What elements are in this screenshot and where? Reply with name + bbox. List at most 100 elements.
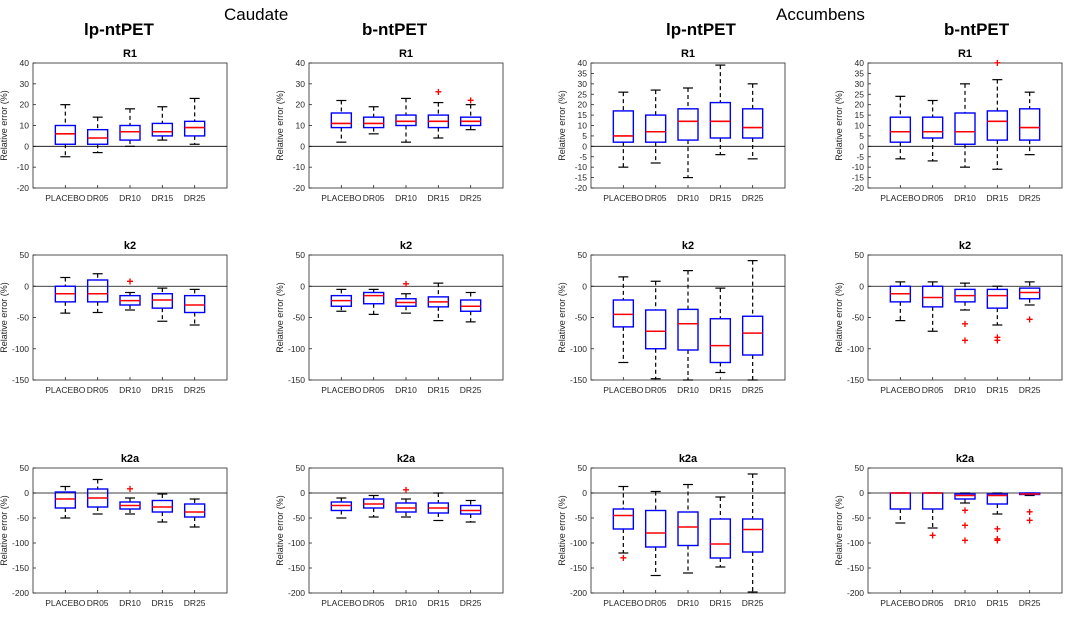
p2-xtick-label-2: DR10 — [677, 193, 699, 203]
p11-outlier-2-0: + — [961, 504, 968, 518]
p1-ytick-label-1: -10 — [293, 162, 306, 172]
p10-box-1 — [644, 509, 667, 548]
p9-xtick-label-1: DR05 — [363, 598, 385, 608]
p4-box-4 — [183, 294, 206, 314]
p0-ytick-label-1: -10 — [17, 162, 30, 172]
p8-xtick-label-1: DR05 — [87, 598, 109, 608]
p11-outlier-2-1: + — [961, 519, 968, 533]
p2-box-4 — [741, 108, 764, 139]
p2-ytick-label-4: 0 — [582, 141, 587, 151]
p11-xtick-label-3: DR15 — [986, 598, 1008, 608]
p2-xtick-label-0: PLACEBO — [603, 193, 644, 203]
p0-box-0 — [54, 124, 77, 145]
p4-xtick-label-2: DR10 — [119, 385, 141, 395]
p3-ytick-label-6: 10 — [855, 121, 865, 131]
p3-box-1 — [921, 116, 944, 139]
p1-xtick-label-4: DR25 — [460, 193, 482, 203]
p5-ytick-label-3: 0 — [300, 281, 305, 291]
p6-ytick-label-2: -50 — [575, 313, 588, 323]
p2-ytick-label-10: 30 — [578, 79, 588, 89]
p11-ytick-label-5: 50 — [855, 463, 865, 473]
p1-ylabel: Relative error (%) — [275, 90, 285, 161]
p1-xtick-label-1: DR05 — [363, 193, 385, 203]
p3-outlier-3-0: + — [994, 56, 1001, 70]
p3-xtick-label-4: DR25 — [1019, 193, 1041, 203]
p5-xtick-label-0: PLACEBO — [321, 385, 362, 395]
p11-ytick-label-0: -200 — [847, 588, 864, 598]
p5-ylabel: Relative error (%) — [275, 282, 285, 353]
p2-ytick-label-3: -5 — [579, 152, 587, 162]
p11-ytick-label-4: 0 — [859, 488, 864, 498]
column-title-caudate-b: b-ntPET — [362, 20, 428, 39]
p4-ytick-label-1: -100 — [12, 344, 29, 354]
p7-ytick-label-2: -50 — [852, 313, 865, 323]
p2-ytick-label-12: 40 — [578, 58, 588, 68]
p2-ytick-label-9: 25 — [578, 89, 588, 99]
p11-xtick-label-1: DR05 — [922, 598, 944, 608]
p10-box-4 — [741, 518, 764, 553]
p11-xtick-label-2: DR10 — [954, 598, 976, 608]
p6-box-1 — [644, 309, 667, 350]
p1-ytick-label-2: 0 — [300, 141, 305, 151]
p2-ytick-label-7: 15 — [578, 110, 588, 120]
p3-box-0 — [889, 116, 912, 143]
p0-box-4 — [183, 120, 206, 137]
p8-outlier-2-0: + — [126, 482, 133, 496]
p3-ytick-label-3: -5 — [856, 152, 864, 162]
p1-ytick-label-6: 40 — [296, 58, 306, 68]
p3-ytick-label-10: 30 — [855, 79, 865, 89]
p4-xtick-label-0: PLACEBO — [45, 385, 86, 395]
p0-xtick-label-4: DR25 — [184, 193, 206, 203]
p7-xtick-label-2: DR10 — [954, 385, 976, 395]
p0-ylabel: Relative error (%) — [0, 90, 9, 161]
p1-outlier-4-0: + — [467, 94, 474, 108]
p8-ytick-label-2: -100 — [12, 538, 29, 548]
p0-ytick-label-6: 40 — [20, 58, 30, 68]
p2-ytick-label-1: -15 — [575, 173, 588, 183]
p7-outlier-2-0: + — [961, 317, 968, 331]
p8-ytick-label-3: -50 — [17, 513, 30, 523]
p7-ytick-label-0: -150 — [847, 375, 864, 385]
p5-plot-title: k2 — [400, 240, 412, 252]
p6-plot-title: k2 — [682, 240, 694, 252]
p7-outlier-3-0: + — [994, 331, 1001, 345]
p6-box-2 — [677, 308, 699, 351]
p9-ytick-label-3: -50 — [293, 513, 306, 523]
p9-xtick-label-0: PLACEBO — [321, 598, 362, 608]
p2-ytick-label-5: 5 — [582, 131, 587, 141]
p10-ytick-label-2: -100 — [570, 538, 587, 548]
p3-axes-frame — [867, 62, 1063, 189]
column-title-accumbens-b: b-ntPET — [944, 20, 1010, 39]
p1-xtick-label-3: DR15 — [427, 193, 449, 203]
p11-ytick-label-2: -100 — [847, 538, 864, 548]
p11-xtick-label-4: DR25 — [1019, 598, 1041, 608]
p2-xtick-label-1: DR05 — [645, 193, 667, 203]
p10-outlier-0-0: + — [620, 551, 627, 565]
p6-ytick-label-0: -150 — [570, 375, 587, 385]
p2-box-2 — [677, 108, 699, 141]
p8-xtick-label-4: DR25 — [184, 598, 206, 608]
p7-box-1 — [921, 285, 944, 308]
p11-outlier-2-2: + — [961, 534, 968, 548]
p4-outlier-2-0: + — [126, 274, 133, 288]
p9-ytick-label-4: 0 — [300, 488, 305, 498]
p9-axes-frame — [308, 467, 504, 594]
p0-box-2 — [119, 124, 141, 141]
p6-xtick-label-1: DR05 — [645, 385, 667, 395]
p11-xtick-label-0: PLACEBO — [880, 598, 921, 608]
p10-ytick-label-0: -200 — [570, 588, 587, 598]
p4-xtick-label-1: DR05 — [87, 385, 109, 395]
p5-xtick-label-1: DR05 — [363, 385, 385, 395]
p3-box-3 — [986, 110, 1009, 141]
p0-ytick-label-3: 10 — [20, 121, 30, 131]
p2-ytick-label-0: -20 — [575, 183, 588, 193]
p6-xtick-label-4: DR25 — [742, 385, 764, 395]
p8-box-0 — [54, 491, 77, 509]
p10-ytick-label-1: -150 — [570, 563, 587, 573]
p1-ytick-label-5: 30 — [296, 79, 306, 89]
p3-ylabel: Relative error (%) — [834, 90, 844, 161]
p6-xtick-label-2: DR10 — [677, 385, 699, 395]
p3-xtick-label-2: DR10 — [954, 193, 976, 203]
p11-ylabel: Relative error (%) — [834, 495, 844, 566]
